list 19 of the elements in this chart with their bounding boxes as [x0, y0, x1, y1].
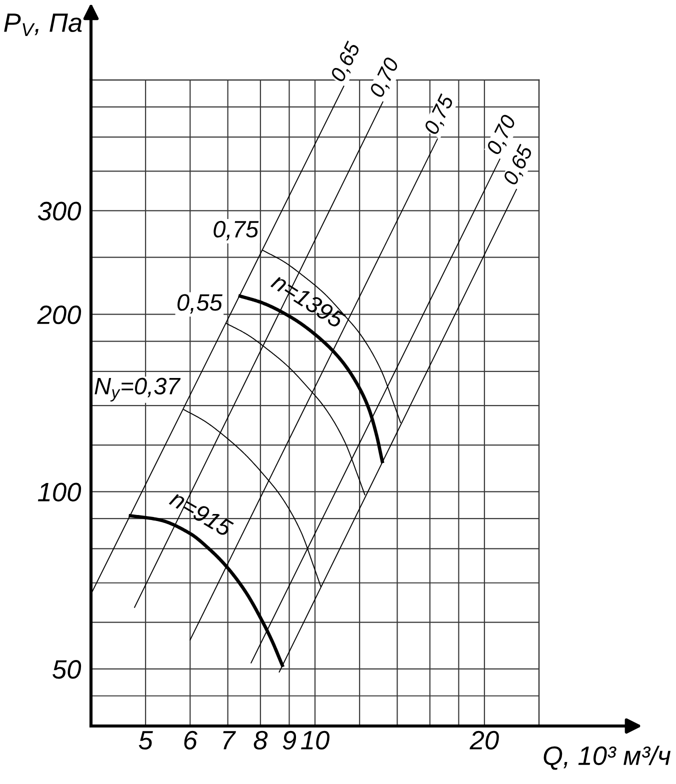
x-axis-title: Q, 10³ м³/ч	[544, 746, 671, 770]
x-tick-label: 9	[282, 730, 296, 750]
x-tick-label: 20	[470, 730, 499, 750]
y-tick-label: 200	[37, 305, 82, 324]
x-tick-label: 8	[254, 730, 268, 750]
y-tick-label: 300	[38, 202, 82, 220]
y-axis-title: P$_{V}$, Па	[4, 14, 82, 36]
annotation: 0,70	[368, 56, 402, 100]
y-tick-label: 100	[38, 482, 82, 502]
x-tick-label: 10	[301, 730, 330, 750]
annotation: 0,75	[214, 220, 259, 240]
y-tick-label: 50	[52, 660, 82, 679]
x-tick-label: 7	[223, 731, 236, 750]
annotation: 0,55	[177, 294, 222, 314]
x-tick-label: 5	[138, 731, 153, 750]
annotation: N$_{y}$=0,37	[94, 378, 181, 402]
x-tick-label: 6	[184, 730, 198, 750]
annotation: 0,75	[423, 93, 456, 136]
annotation: 0,65	[330, 40, 363, 84]
